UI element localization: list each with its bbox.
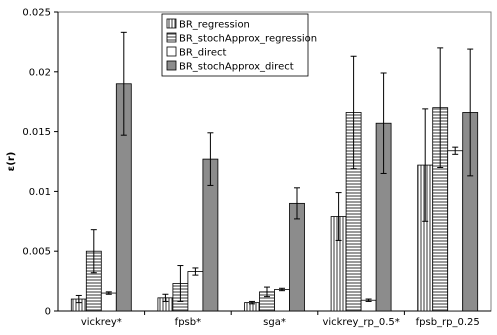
bar [289,202,305,312]
bar [187,271,204,312]
legend-label: BR_stochApprox_direct [179,62,294,73]
bar [100,292,117,312]
y-tick-label: 0 [45,307,51,318]
legend-label: BR_direct [179,48,226,59]
legend-swatch [166,46,177,57]
legend-box [161,13,309,77]
legend-label: BR_regression [179,20,250,31]
error-bars [75,31,474,305]
legend: BR_regression BR_stochApprox_regression BR… [161,13,317,77]
bar [274,289,290,312]
y-tick-label: 0.025 [22,8,51,19]
legend-label: BR_stochApprox_regression [179,34,317,45]
category-label: fpsb_rp_0.25 [416,317,480,328]
y-axis-label: ε(r) [6,152,17,172]
legend-swatch [166,32,177,43]
legend-swatch [166,18,177,29]
legend-swatch [166,60,177,71]
bars [70,83,479,312]
y-tick-label: 0.015 [22,127,51,138]
y-tick-label: 0.005 [22,247,51,258]
bar [447,150,464,312]
tick-labels: 0 0.005 0.01 0.015 0.02 0.025 vickrey* fpsb* sga… [22,8,479,329]
category-label: sga* [263,317,286,328]
y-tick-label: 0.02 [29,67,51,78]
category-label: vickrey* [81,317,122,328]
category-label: vickrey_rp_0.5* [322,317,399,328]
y-tick-label: 0.01 [29,187,51,198]
category-label: fpsb* [175,317,201,328]
